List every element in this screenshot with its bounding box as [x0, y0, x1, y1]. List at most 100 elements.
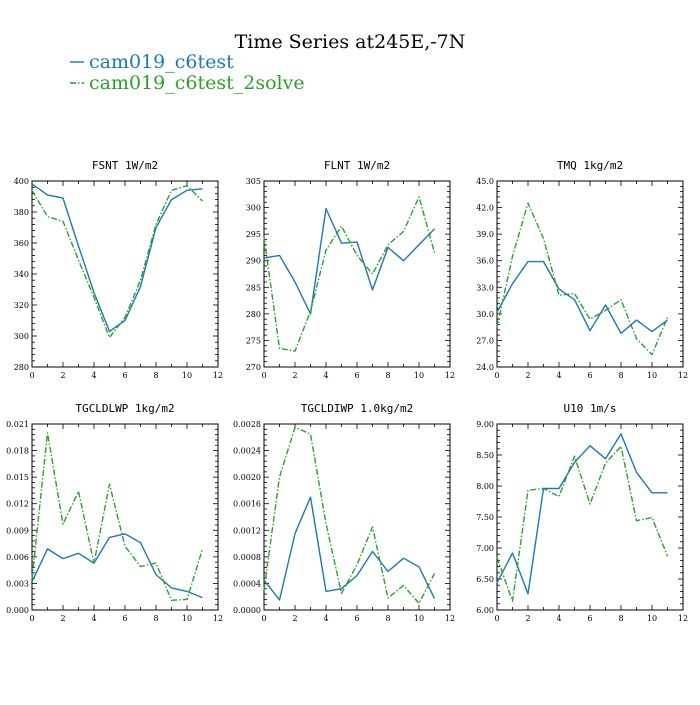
y-tick-label: 0.009 — [6, 526, 29, 535]
x-tick-label: 6 — [587, 371, 592, 380]
x-tick-label: 0 — [261, 614, 266, 623]
y-tick-label: 0.0028 — [233, 420, 261, 429]
y-tick-label: 6.50 — [476, 575, 494, 584]
series-line-cam019-c6test — [496, 433, 668, 595]
series-line-cam019-c6test — [31, 183, 203, 333]
y-tick-label: 360 — [14, 239, 29, 248]
y-tick-label: 0.003 — [6, 579, 29, 588]
x-tick-label: 8 — [385, 371, 390, 380]
y-tick-label: 36.0 — [476, 257, 494, 266]
y-tick-label: 295 — [246, 230, 261, 239]
plot-frame — [263, 180, 451, 368]
y-tick-label: 0.006 — [6, 553, 29, 562]
y-tick-label: 7.50 — [476, 513, 494, 522]
x-tick-label: 10 — [182, 614, 192, 623]
x-tick-label: 8 — [618, 371, 623, 380]
series-line-cam019-c6test-2solve — [31, 184, 203, 339]
panel-u10: U10 1m/s 0 2 4 6 8 10 12 6.00 6.50 7.00 7.50 8.00 8.5… — [476, 402, 688, 623]
y-tick-label: 24.0 — [476, 363, 494, 372]
series-line-cam019-c6test — [263, 496, 436, 601]
x-tick-label: 12 — [213, 614, 223, 623]
legend-label-cam019-c6test-2solve: cam019_c6test_2solve — [89, 72, 305, 94]
x-tick-label: 0 — [261, 371, 266, 380]
panel-tgcldiwp: TGCLDIWP 1.0kg/m2 0 2 4 6 8 10 12 0.0000 0.0004 0.… — [233, 402, 455, 623]
y-tick-label: 275 — [246, 336, 261, 345]
y-tick-label: 0.012 — [6, 500, 29, 509]
x-tick-label: 4 — [556, 614, 561, 623]
series-line-cam019-c6test-2solve — [496, 202, 669, 356]
panel-title: TMQ 1kg/m2 — [557, 159, 623, 172]
y-tick-label: 400 — [14, 177, 29, 186]
y-tick-label: 270 — [246, 363, 261, 372]
x-tick-label: 12 — [213, 371, 223, 380]
series-line-cam019-c6test-2solve — [31, 432, 204, 601]
x-tick-label: 12 — [445, 614, 455, 623]
x-tick-label: 6 — [354, 371, 359, 380]
x-tick-label: 4 — [556, 371, 561, 380]
x-tick-label: 2 — [292, 371, 297, 380]
y-tick-label: 6.00 — [476, 606, 494, 615]
x-tick-label: 8 — [153, 614, 158, 623]
plot-frame — [496, 180, 684, 368]
y-tick-label: 7.00 — [476, 544, 494, 553]
y-tick-label: 0.0012 — [233, 526, 261, 535]
y-tick-label: 0.0020 — [233, 473, 261, 482]
panels: FSNT 1W/m20 2 4 6 8 10 12280300320340360380400… — [6, 159, 688, 623]
y-tick-label: 340 — [14, 270, 29, 279]
panel-title: U10 1m/s — [564, 402, 617, 415]
y-tick-label: 33.0 — [476, 283, 494, 292]
x-tick-label: 12 — [678, 371, 688, 380]
x-tick-label: 8 — [153, 371, 158, 380]
x-tick-label: 6 — [587, 614, 592, 623]
y-tick-label: 0.000 — [6, 606, 29, 615]
y-tick-label: 280 — [246, 310, 261, 319]
y-tick-label: 320 — [14, 301, 29, 310]
series-line-cam019-c6test — [31, 533, 203, 599]
x-tick-label: 6 — [122, 614, 127, 623]
y-tick-label: 27.0 — [476, 336, 494, 345]
x-tick-label: 4 — [91, 371, 96, 380]
y-tick-label: 290 — [246, 257, 261, 266]
y-tick-label: 305 — [246, 177, 261, 186]
x-tick-label: 4 — [91, 614, 96, 623]
x-tick-label: 2 — [525, 614, 530, 623]
x-tick-label: 0 — [29, 371, 34, 380]
plot-frame — [31, 180, 219, 368]
y-tick-label: 300 — [246, 204, 261, 213]
y-tick-label: 0.0000 — [233, 606, 261, 615]
y-tick-label: 8.00 — [476, 482, 494, 491]
x-tick-label: 0 — [29, 614, 34, 623]
series-line-cam019-c6test-2solve — [263, 426, 436, 605]
x-tick-label: 4 — [323, 371, 328, 380]
x-tick-label: 0 — [494, 614, 499, 623]
panel-flnt: FLNT 1W/m2 0 2 4 6 8 10 12 270 275 280 285 290 295 300… — [246, 159, 455, 380]
y-tick-label: 280 — [14, 363, 29, 372]
panel-title: FLNT 1W/m2 — [324, 159, 390, 172]
panel-tmq: TMQ 1kg/m2 0 2 4 6 8 10 12 24.0 27.0 30.0 33.0 36.0 3… — [476, 159, 688, 380]
panel-tgcldlwp: TGCLDLWP 1kg/m2 0 2 4 6 8 10 12 0.000 0.003 0.006 0… — [6, 402, 223, 623]
series-line-cam019-c6test-2solve — [263, 196, 436, 352]
y-tick-label: 0.0008 — [233, 553, 261, 562]
x-tick-label: 8 — [385, 614, 390, 623]
series-line-cam019-c6test — [263, 207, 436, 315]
x-tick-label: 2 — [60, 371, 65, 380]
y-tick-label: 300 — [14, 332, 29, 341]
x-tick-label: 2 — [525, 371, 530, 380]
y-tick-label: 42.0 — [476, 204, 494, 213]
y-tick-label: 30.0 — [476, 310, 494, 319]
x-tick-label: 4 — [323, 614, 328, 623]
y-tick-label: 285 — [246, 283, 261, 292]
x-tick-label: 10 — [647, 614, 657, 623]
y-tick-label: 45.0 — [476, 177, 494, 186]
panel-title: TGCLDIWP 1.0kg/m2 — [301, 402, 414, 415]
x-tick-label: 10 — [182, 371, 192, 380]
x-tick-label: 12 — [678, 614, 688, 623]
panel-fsnt: FSNT 1W/m2 0 2 4 6 8 10 12 280 300 320 340 360 380 400 — [14, 159, 223, 380]
x-tick-label: 12 — [445, 371, 455, 380]
y-tick-label: 0.021 — [6, 420, 29, 429]
panel-title: FSNT 1W/m2 — [92, 159, 158, 172]
y-tick-label: 0.018 — [6, 447, 29, 456]
y-tick-label: 380 — [14, 208, 29, 217]
